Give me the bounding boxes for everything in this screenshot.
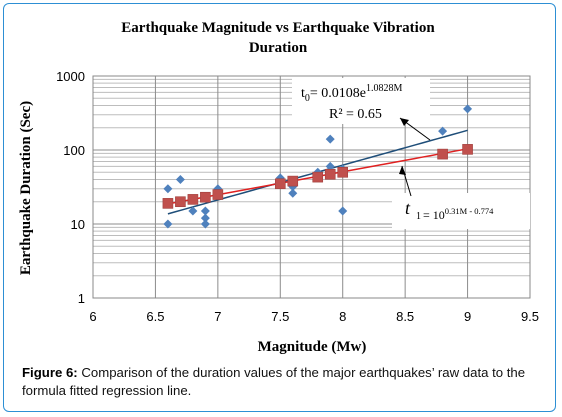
blue-eq-t: t xyxy=(301,86,305,101)
data-point-diamond xyxy=(200,219,210,229)
data-points xyxy=(162,104,473,229)
data-point-diamond xyxy=(175,174,185,184)
data-point-square xyxy=(287,175,299,187)
data-point-square xyxy=(312,171,324,183)
data-point-diamond xyxy=(163,184,173,194)
data-point-diamond xyxy=(163,219,173,229)
x-tick-label: 6 xyxy=(89,309,96,324)
data-point-square xyxy=(437,148,448,160)
data-point-diamond xyxy=(438,126,448,136)
data-point-square xyxy=(162,198,174,209)
svg-text:1= 100.31M - 0.774: 1 = 100.31M - 0.774 xyxy=(416,206,494,222)
data-point-square xyxy=(274,178,286,190)
x-tick-label: 7.5 xyxy=(271,309,289,324)
caption-label: Figure 6: xyxy=(22,365,78,380)
data-point-square xyxy=(462,144,473,155)
red-equation-annotation: t 1 = 100.31M - 0.774 xyxy=(392,193,530,229)
blue-r2: R² = 0.65 xyxy=(329,107,382,122)
x-tick-label: 8 xyxy=(339,309,346,324)
data-point-square xyxy=(337,166,349,178)
data-point-square xyxy=(175,196,186,208)
data-point-diamond xyxy=(188,206,198,216)
x-tick-label: 7 xyxy=(214,309,221,324)
chart-title-line1: Earthquake Magnitude vs Earthquake Vibra… xyxy=(121,20,435,36)
blue-eq-sup: 1.0828M xyxy=(366,83,403,94)
red-eq-sup: 0.31M - 0.774 xyxy=(445,206,494,216)
y-tick-label: 1 xyxy=(78,291,85,306)
chart-title-line2: Duration xyxy=(249,40,308,56)
data-point-diamond xyxy=(200,213,210,223)
data-point-diamond xyxy=(288,188,298,198)
x-tick-label: 8.5 xyxy=(396,309,414,324)
y-tick-label: 100 xyxy=(63,143,85,158)
data-point-diamond xyxy=(325,161,335,171)
blue-equation-annotation: t0= 0.0108e1.0828M R² = 0.65 xyxy=(292,78,430,124)
blue-eq-body: = 0.0108e xyxy=(310,86,366,101)
red-eq-body: = 10 xyxy=(423,208,445,222)
y-tick-label: 1000 xyxy=(56,69,85,84)
svg-text:t: t xyxy=(405,198,411,218)
chart: Earthquake Magnitude vs Earthquake Vibra… xyxy=(18,20,539,355)
figure-caption: Figure 6: Comparison of the duration val… xyxy=(22,364,550,400)
x-tick-label: 9.5 xyxy=(521,309,539,324)
x-tick-label: 9 xyxy=(464,309,471,324)
y-axis-title: Earthquake Duration (Sec) xyxy=(18,101,34,275)
data-point-diamond xyxy=(463,104,473,114)
data-point-square xyxy=(200,191,211,203)
data-point-diamond xyxy=(338,206,348,216)
red-eq-sub: 1 xyxy=(416,211,421,222)
svg-text:t0= 0.0108e1.0828M: t0= 0.0108e1.0828M xyxy=(301,83,403,104)
blue-eq-sub: 0 xyxy=(305,93,310,104)
data-point-square xyxy=(187,194,199,205)
x-tick-label: 6.5 xyxy=(146,309,164,324)
caption-text: Comparison of the duration values of the… xyxy=(22,365,526,398)
plot-area xyxy=(92,75,531,299)
data-point-diamond xyxy=(325,134,335,144)
data-point-square xyxy=(212,189,224,200)
y-tick-label: 10 xyxy=(71,217,85,232)
red-eq-t: t xyxy=(405,198,411,218)
data-point-diamond xyxy=(200,206,210,216)
data-point-square xyxy=(324,168,336,180)
x-axis-title: Magnitude (Mw) xyxy=(258,339,367,355)
